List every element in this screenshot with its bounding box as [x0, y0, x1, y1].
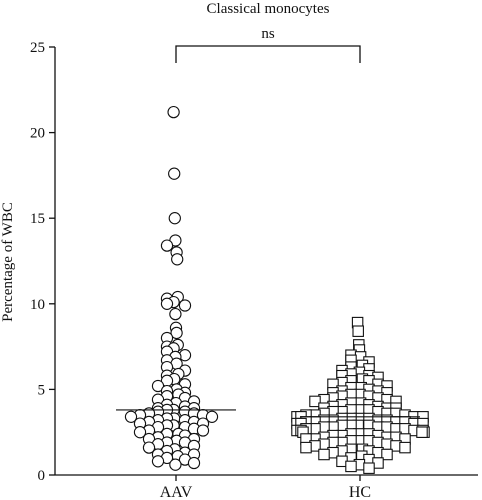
- y-tick-label: 20: [30, 126, 45, 142]
- hc-data-point: [352, 325, 364, 337]
- y-tick-label: 5: [38, 382, 46, 398]
- aav-data-point: [168, 212, 181, 225]
- x-tick-label: AAV: [160, 484, 193, 500]
- aav-data-point: [171, 253, 184, 266]
- aav-data-point: [151, 455, 165, 468]
- hc-data-point: [309, 395, 321, 408]
- y-tick-label: 25: [30, 40, 45, 56]
- aav-data-point: [196, 424, 210, 437]
- hc-data-point: [300, 441, 312, 454]
- axes: 0 5 10 15 20 25 AAV HC: [30, 40, 478, 500]
- aav-data-point: [142, 441, 156, 454]
- hc-data-point: [345, 460, 357, 473]
- aav-data-point: [169, 307, 182, 321]
- aav-data-point: [160, 239, 174, 252]
- aav-data-point: [205, 410, 219, 423]
- y-tick-label: 10: [30, 297, 45, 313]
- y-tick-label: 0: [38, 468, 46, 484]
- aav-data-point: [167, 105, 180, 119]
- y-axis-label: Percentage of WBC: [0, 202, 16, 322]
- aav-data-point: [168, 167, 181, 180]
- chart-title: Classical monocytes: [207, 1, 330, 17]
- hc-data-point: [363, 462, 375, 474]
- aav-data-point: [170, 326, 183, 340]
- significance-bracket: [175, 45, 361, 63]
- aav-data-point: [178, 299, 192, 312]
- significance-annotation: ns: [175, 26, 361, 63]
- x-tick-label: HC: [349, 484, 371, 500]
- aav-data-point: [160, 297, 174, 310]
- aav-data-point: [169, 458, 182, 471]
- hc-data-point: [318, 448, 330, 461]
- aav-data-point: [133, 426, 147, 439]
- y-tick-label: 15: [30, 211, 45, 227]
- hc-data-point: [381, 448, 393, 461]
- hc-data-point: [399, 441, 411, 454]
- aav-data-point: [187, 456, 201, 470]
- hc-data-point: [416, 426, 428, 438]
- significance-label: ns: [261, 26, 275, 42]
- data-points: [116, 105, 430, 474]
- aav-data-point: [124, 410, 138, 423]
